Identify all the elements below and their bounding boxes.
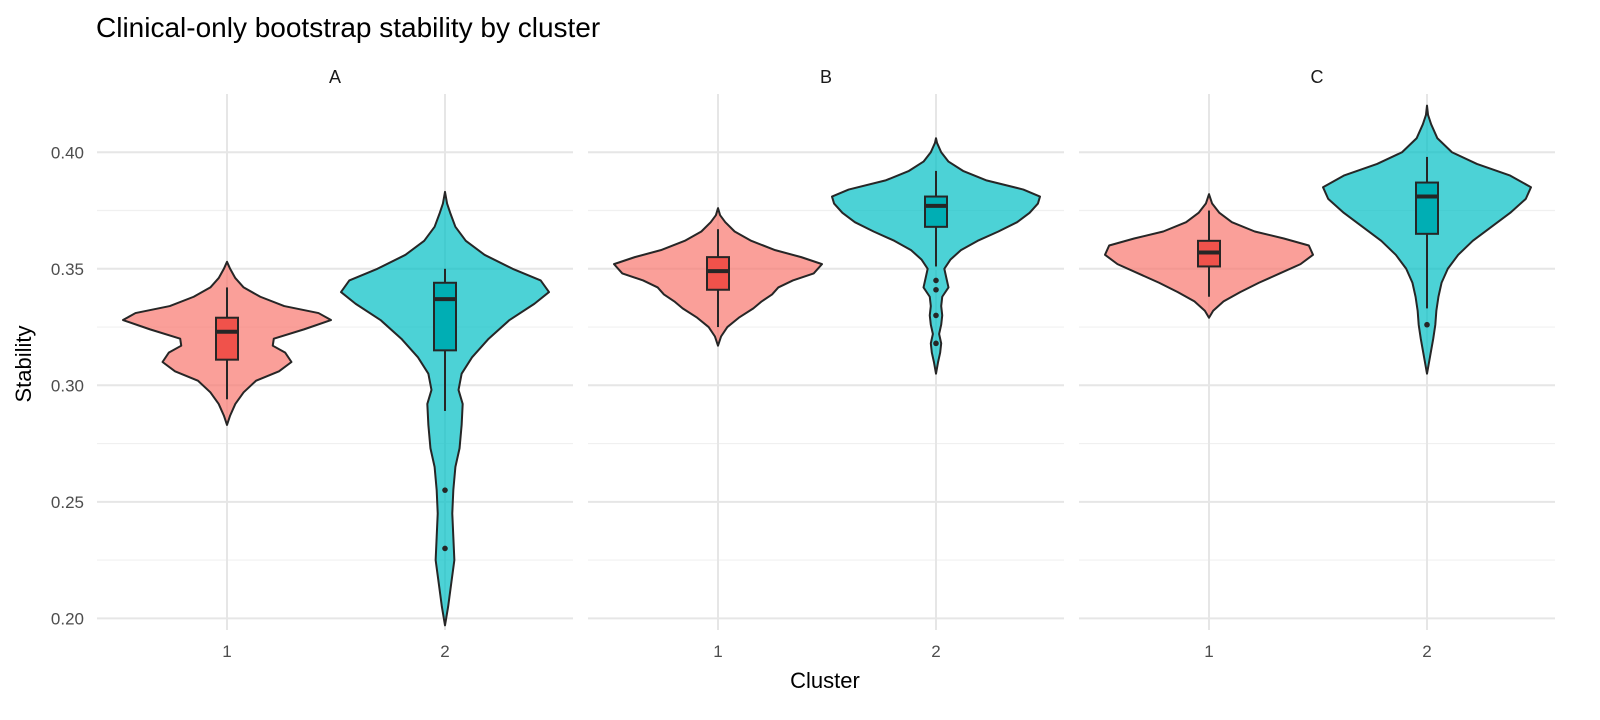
- outlier-point: [933, 312, 939, 319]
- facet-panel-c: C 1 2: [1079, 67, 1555, 661]
- boxplot-box: [433, 281, 457, 352]
- y-tick-label: 0.40: [51, 143, 84, 162]
- outlier-point: [1424, 321, 1430, 328]
- x-tick-label: 2: [440, 642, 449, 661]
- boxplot-box: [924, 195, 948, 228]
- x-tick-label: 1: [222, 642, 231, 661]
- x-tick-label: 1: [713, 642, 722, 661]
- x-tick-label: 1: [1204, 642, 1213, 661]
- x-axis-title: Cluster: [790, 668, 860, 693]
- y-tick-label: 0.30: [51, 376, 84, 395]
- y-tick-label: 0.25: [51, 493, 84, 512]
- outlier-point: [933, 286, 939, 293]
- y-tick-label: 0.35: [51, 260, 84, 279]
- y-axis: 0.20 0.25 0.30 0.35 0.40: [51, 143, 84, 628]
- boxplot-box: [706, 256, 730, 291]
- y-tick-label: 0.20: [51, 609, 84, 628]
- panels-layer: A 1 2 B 1 2 C 1 2: [97, 67, 1555, 661]
- x-tick-label: 2: [931, 642, 940, 661]
- chart-title: Clinical-only bootstrap stability by clu…: [96, 12, 600, 43]
- facet-panel-a: A 1 2: [97, 67, 573, 661]
- outlier-point: [933, 277, 939, 284]
- boxplot-box: [215, 316, 239, 361]
- outlier-point: [442, 545, 448, 552]
- boxplot-box: [1415, 181, 1439, 235]
- facet-strip-label: B: [820, 67, 832, 87]
- facet-strip-label: C: [1311, 67, 1324, 87]
- outlier-point: [442, 487, 448, 493]
- facet-panel-b: B 1 2: [588, 67, 1064, 661]
- y-axis-title: Stability: [11, 325, 36, 402]
- facet-strip-label: A: [329, 67, 341, 87]
- x-tick-label: 2: [1422, 642, 1431, 661]
- outlier-point: [933, 340, 939, 347]
